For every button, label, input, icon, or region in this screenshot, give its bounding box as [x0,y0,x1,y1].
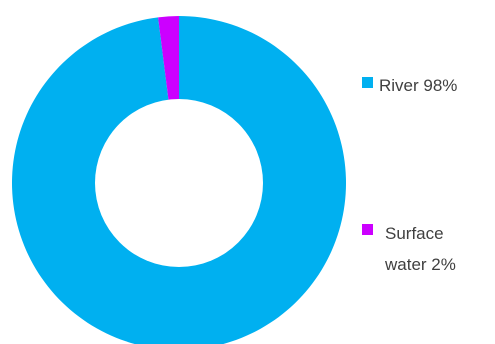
legend-label-river: River 98% [379,76,457,95]
legend: River 98% Surface water 2% [362,76,457,274]
donut-hole [95,99,263,267]
legend-label-surface-water-line-2: water 2% [384,255,456,274]
legend-swatch-river [362,77,373,88]
legend-label-river-line-1: River 98% [379,76,457,95]
legend-swatch-surface-water [362,224,373,235]
legend-label-surface-water: Surface water 2% [384,224,456,274]
legend-label-surface-water-line-1: Surface [385,224,444,243]
donut-slice-river [12,16,346,344]
